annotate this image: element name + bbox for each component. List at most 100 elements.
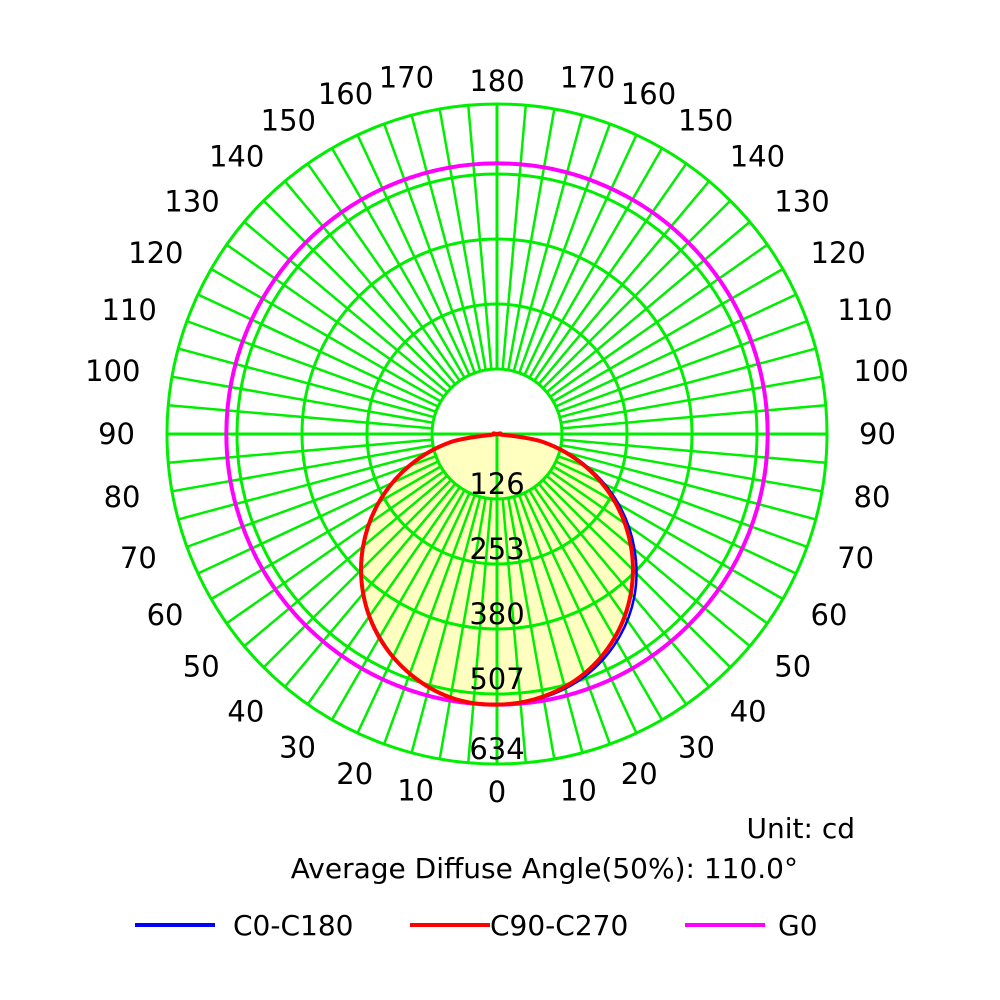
legend-label-g0: G0 xyxy=(778,909,818,942)
grid-spoke xyxy=(210,465,442,601)
grid-spoke xyxy=(528,147,664,379)
grid-spoke xyxy=(262,199,452,389)
grid-spoke xyxy=(177,347,435,419)
radial-tick-labels: 126 253 380 507 634 xyxy=(469,467,524,766)
grid-spoke xyxy=(523,134,638,376)
grid-spoke xyxy=(438,497,487,760)
grid-spoke xyxy=(552,465,784,601)
grid-spoke xyxy=(559,449,817,521)
grid-spoke xyxy=(528,489,664,721)
angle-label-right-100: 100 xyxy=(854,354,909,388)
grid-spoke xyxy=(210,267,442,403)
angle-label-right-90: 90 xyxy=(859,417,896,451)
unit-label: Unit: cd xyxy=(747,812,856,845)
grid-spoke xyxy=(466,105,493,370)
grid-spoke xyxy=(466,498,493,763)
grid-spoke xyxy=(262,479,452,669)
grid-spoke xyxy=(549,243,769,398)
grid-spoke xyxy=(225,470,445,625)
angle-label-left-20: 20 xyxy=(336,757,373,791)
angle-label-right-30: 30 xyxy=(678,731,715,765)
grid-spoke xyxy=(186,319,437,413)
diffuse-angle-label: Average Diffuse Angle(50%): 110.0° xyxy=(291,852,798,885)
grid-spoke xyxy=(501,498,528,763)
angle-label-right-10: 10 xyxy=(560,774,597,808)
angle-label-right-160: 160 xyxy=(621,77,676,111)
grid-spoke xyxy=(512,114,584,372)
angle-label-left-50: 50 xyxy=(183,650,220,684)
grid-spoke xyxy=(557,455,808,549)
grid-spoke xyxy=(177,449,435,521)
radial-tick-507: 507 xyxy=(469,662,524,696)
grid-spoke xyxy=(523,492,638,734)
angle-label-right-120: 120 xyxy=(811,236,866,270)
angle-label-left-150: 150 xyxy=(261,104,316,138)
angle-label-right-150: 150 xyxy=(678,104,733,138)
grid-spoke xyxy=(438,108,487,371)
angle-label-left-70: 70 xyxy=(120,541,157,575)
radial-tick-380: 380 xyxy=(469,597,524,631)
angle-label-left-120: 120 xyxy=(128,236,183,270)
grid-spoke xyxy=(552,267,784,403)
angle-label-left-130: 130 xyxy=(164,184,219,218)
grid-spoke xyxy=(561,438,826,465)
angle-label-right-80: 80 xyxy=(854,480,891,514)
angle-label-left-90: 90 xyxy=(98,417,135,451)
series-curves xyxy=(224,161,770,707)
grid-spoke xyxy=(330,147,466,379)
angle-label-right-110: 110 xyxy=(837,293,892,327)
grid-spoke xyxy=(545,220,751,394)
angle-label-0: 0 xyxy=(488,775,506,809)
grid-spoke xyxy=(171,375,434,424)
radial-tick-634: 634 xyxy=(469,732,524,766)
grid-spoke xyxy=(557,319,808,413)
angle-label-left-80: 80 xyxy=(104,480,141,514)
legend-label-c90-c270: C90-C270 xyxy=(490,909,628,942)
grid-spoke xyxy=(243,220,449,394)
legend: C0-C180 C90-C270 G0 xyxy=(135,909,818,942)
grid-spoke xyxy=(283,180,457,386)
angle-tick-labels: 0102030405060708090100110120130140150160… xyxy=(85,61,909,810)
angle-label-left-110: 110 xyxy=(101,293,156,327)
angle-label-left-140: 140 xyxy=(209,140,264,174)
grid-spoke xyxy=(197,460,439,575)
grid-spoke xyxy=(512,496,584,754)
polar-grid xyxy=(165,102,829,766)
angle-label-right-20: 20 xyxy=(621,757,658,791)
grid-spoke xyxy=(561,403,826,430)
grid-spoke xyxy=(533,486,688,706)
grid-spoke xyxy=(501,105,528,370)
grid-spoke xyxy=(410,496,482,754)
angle-label-left-160: 160 xyxy=(318,77,373,111)
grid-spoke xyxy=(168,403,433,430)
grid-spoke xyxy=(410,114,482,372)
angle-label-right-140: 140 xyxy=(730,140,785,174)
grid-spoke xyxy=(168,438,433,465)
grid-spoke xyxy=(545,474,751,648)
angle-label-right-50: 50 xyxy=(774,650,811,684)
legend-label-c0-c180: C0-C180 xyxy=(233,909,353,942)
grid-spoke xyxy=(356,134,471,376)
grid-spoke xyxy=(171,444,434,493)
angle-label-180: 180 xyxy=(469,64,524,98)
grid-spoke xyxy=(225,243,445,398)
grid-spoke xyxy=(507,108,556,371)
grid-spoke xyxy=(560,444,823,493)
angle-label-left-40: 40 xyxy=(227,694,264,728)
grid-spoke xyxy=(382,123,476,374)
series-c90-c270-curve xyxy=(359,431,635,707)
angle-label-left-60: 60 xyxy=(147,598,184,632)
grid-spoke xyxy=(559,347,817,419)
angle-label-left-10: 10 xyxy=(397,774,434,808)
grid-spoke xyxy=(549,470,769,625)
grid-spoke xyxy=(542,199,732,389)
radial-tick-253: 253 xyxy=(469,532,524,566)
angle-label-left-170: 170 xyxy=(379,61,434,95)
grid-spoke xyxy=(537,180,711,386)
grid-spoke xyxy=(507,497,556,760)
radial-tick-126: 126 xyxy=(469,467,524,501)
angle-label-left-30: 30 xyxy=(279,731,316,765)
grid-spoke xyxy=(555,460,797,575)
angle-label-right-70: 70 xyxy=(837,541,874,575)
